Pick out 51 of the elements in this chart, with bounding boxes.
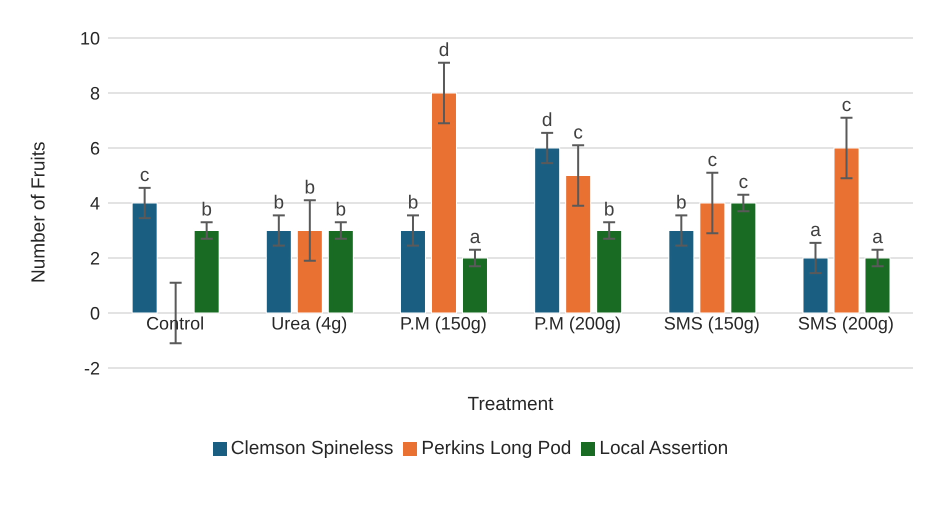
bar (565, 175, 592, 314)
data-label: d (438, 40, 450, 61)
data-label: b (274, 192, 284, 214)
y-tick-label: 8 (90, 83, 100, 104)
y-tick-label: 2 (90, 248, 100, 268)
data-label: b (336, 199, 346, 220)
legend-label: Local Assertion (599, 438, 728, 459)
bar (534, 148, 560, 314)
y-tick-label: 4 (90, 193, 100, 214)
bar (596, 230, 622, 314)
bar (328, 230, 354, 314)
data-label: b (408, 192, 418, 214)
y-tick-label: 10 (80, 28, 100, 48)
legend-label: Perkins Long Pod (421, 438, 572, 459)
x-axis-title: Treatment (468, 394, 554, 415)
bar (194, 230, 220, 314)
data-label: b (676, 192, 687, 214)
bar (132, 202, 158, 314)
x-tick-label: SMS (200g) (798, 314, 894, 334)
data-label: b (604, 199, 614, 220)
bar (699, 202, 726, 314)
bar (864, 258, 890, 314)
data-label: b (201, 199, 212, 220)
data-label: b (304, 177, 316, 198)
x-tick-label: P.M (150g) (400, 314, 487, 334)
data-label: a (470, 226, 481, 248)
bar (802, 258, 828, 314)
bar (400, 230, 426, 314)
y-axis-title: Number of Fruits (28, 142, 50, 283)
bar (430, 92, 457, 314)
bar (266, 230, 292, 314)
x-tick-label: P.M (200g) (534, 314, 621, 334)
data-label: a (872, 226, 884, 248)
bar (730, 202, 756, 314)
y-tick-label: 6 (90, 138, 100, 158)
data-label: c (842, 94, 852, 116)
x-tick-label: Urea (4g) (271, 314, 348, 334)
data-label: c (140, 164, 150, 186)
x-tick-label: SMS (150g) (664, 314, 760, 334)
data-label: c (573, 122, 583, 144)
data-label: d (542, 110, 552, 131)
data-label: c (738, 172, 748, 193)
bar (462, 258, 488, 314)
legend-label: Clemson Spineless (230, 438, 394, 459)
bar (296, 230, 323, 314)
data-label: c (708, 150, 718, 171)
bar (668, 230, 694, 314)
bar (833, 148, 860, 314)
y-tick-label: -2 (84, 358, 100, 378)
y-tick-label: 0 (90, 303, 100, 324)
data-label: a (810, 220, 822, 241)
